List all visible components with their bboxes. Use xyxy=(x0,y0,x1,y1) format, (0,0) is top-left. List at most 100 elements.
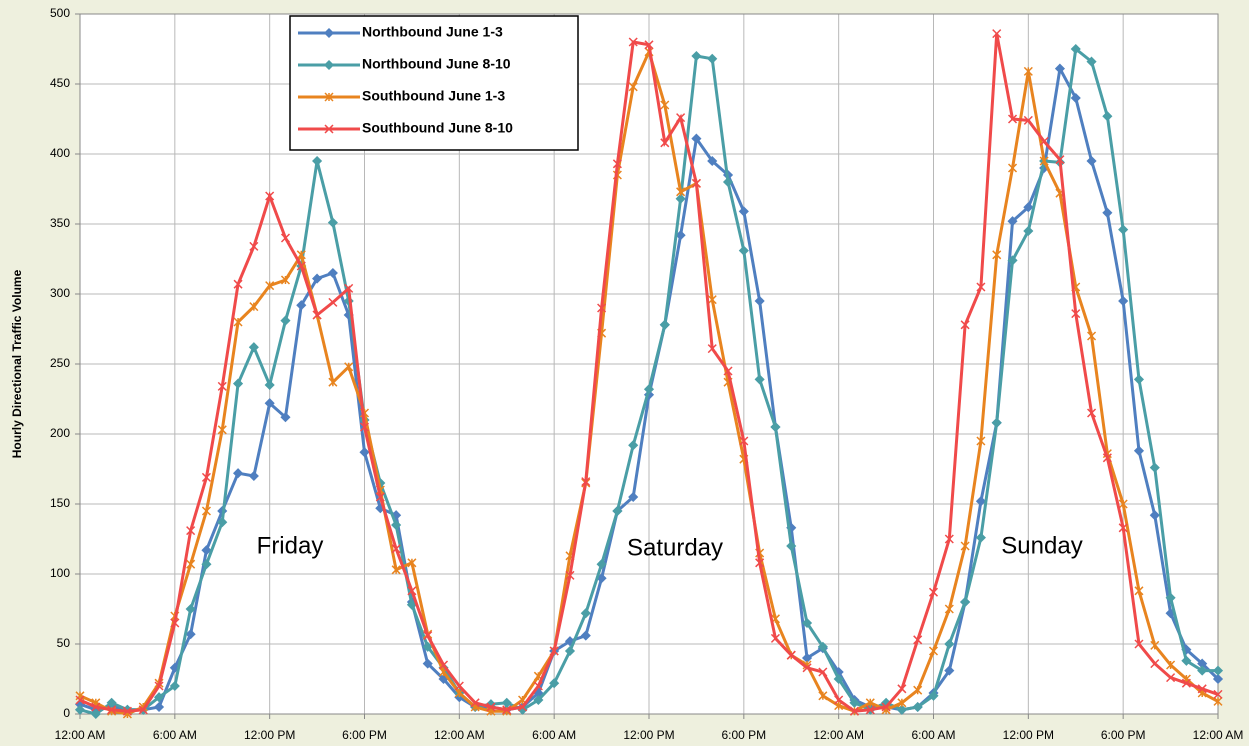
marker xyxy=(75,691,85,701)
marker xyxy=(1212,673,1224,685)
marker xyxy=(1165,592,1176,603)
marker xyxy=(960,596,971,608)
marker xyxy=(928,646,939,656)
x-tick-label: 6:00 AM xyxy=(153,728,197,742)
marker xyxy=(201,506,211,516)
marker xyxy=(1007,114,1018,124)
marker xyxy=(1039,156,1049,166)
marker xyxy=(264,398,275,409)
marker xyxy=(818,667,828,677)
legend-label: Northbound June 8-10 xyxy=(362,56,511,72)
marker xyxy=(232,378,244,389)
marker xyxy=(153,701,165,713)
marker xyxy=(1166,660,1176,670)
marker xyxy=(738,206,749,217)
marker xyxy=(802,663,812,673)
x-tick-label: 12:00 AM xyxy=(813,728,864,742)
marker xyxy=(185,603,196,615)
marker xyxy=(676,187,686,197)
marker xyxy=(201,472,211,482)
marker xyxy=(1023,202,1034,213)
marker xyxy=(707,344,717,354)
plot-border xyxy=(79,13,1219,715)
marker xyxy=(913,685,923,695)
marker xyxy=(502,705,512,715)
marker xyxy=(1118,523,1128,533)
marker xyxy=(944,638,955,650)
marker xyxy=(1134,586,1144,596)
y-tick-label: 50 xyxy=(57,636,71,650)
marker xyxy=(1212,665,1224,676)
marker xyxy=(328,297,338,307)
legend-label: Southbound June 8-10 xyxy=(362,120,513,136)
marker xyxy=(913,635,923,645)
legend-label: Southbound June 1-3 xyxy=(362,88,505,104)
marker xyxy=(597,303,607,313)
marker xyxy=(1133,445,1145,456)
marker xyxy=(518,702,528,712)
marker xyxy=(486,702,496,712)
y-tick-label: 0 xyxy=(63,706,70,720)
marker xyxy=(992,29,1002,39)
marker xyxy=(865,698,875,708)
marker xyxy=(612,505,623,517)
marker xyxy=(248,342,259,353)
marker xyxy=(707,295,717,305)
marker xyxy=(186,559,196,569)
marker xyxy=(280,233,291,243)
marker xyxy=(976,282,986,292)
marker xyxy=(1166,673,1176,683)
marker xyxy=(138,705,148,715)
marker xyxy=(249,302,259,312)
marker xyxy=(833,673,844,685)
marker xyxy=(960,320,970,330)
marker xyxy=(312,273,323,284)
marker xyxy=(691,50,702,62)
x-tick-label: 12:00 PM xyxy=(244,728,295,742)
marker xyxy=(1007,216,1018,227)
marker xyxy=(407,586,417,596)
marker xyxy=(739,436,749,446)
marker xyxy=(897,698,907,708)
marker xyxy=(722,176,734,188)
marker xyxy=(470,698,480,708)
marker xyxy=(186,526,196,536)
marker xyxy=(660,100,670,110)
marker xyxy=(407,558,417,568)
marker xyxy=(628,37,638,47)
marker xyxy=(1181,655,1192,666)
marker xyxy=(1102,207,1113,218)
marker xyxy=(817,641,828,652)
marker xyxy=(375,492,385,502)
marker xyxy=(75,695,85,705)
marker xyxy=(770,421,781,433)
marker xyxy=(1087,331,1097,341)
marker xyxy=(628,82,638,92)
marker xyxy=(154,681,164,691)
marker xyxy=(944,665,955,676)
marker xyxy=(169,680,180,692)
marker xyxy=(74,704,86,715)
y-tick-label: 350 xyxy=(50,216,70,230)
marker xyxy=(296,300,307,311)
marker xyxy=(1039,136,1049,146)
marker xyxy=(265,191,275,201)
marker xyxy=(422,641,433,652)
marker xyxy=(107,705,117,715)
marker xyxy=(280,275,291,285)
marker xyxy=(264,379,275,391)
marker xyxy=(201,559,212,570)
marker xyxy=(391,565,401,575)
marker xyxy=(754,295,765,307)
annotation: Sunday xyxy=(1001,532,1082,559)
marker xyxy=(896,704,907,715)
marker xyxy=(454,681,464,691)
marker xyxy=(423,631,433,641)
y-tick-label: 400 xyxy=(50,146,70,160)
marker xyxy=(232,468,244,479)
marker xyxy=(707,53,718,64)
marker xyxy=(991,417,1002,428)
x-tick-label: 6:00 AM xyxy=(911,728,955,742)
marker xyxy=(1071,309,1081,319)
